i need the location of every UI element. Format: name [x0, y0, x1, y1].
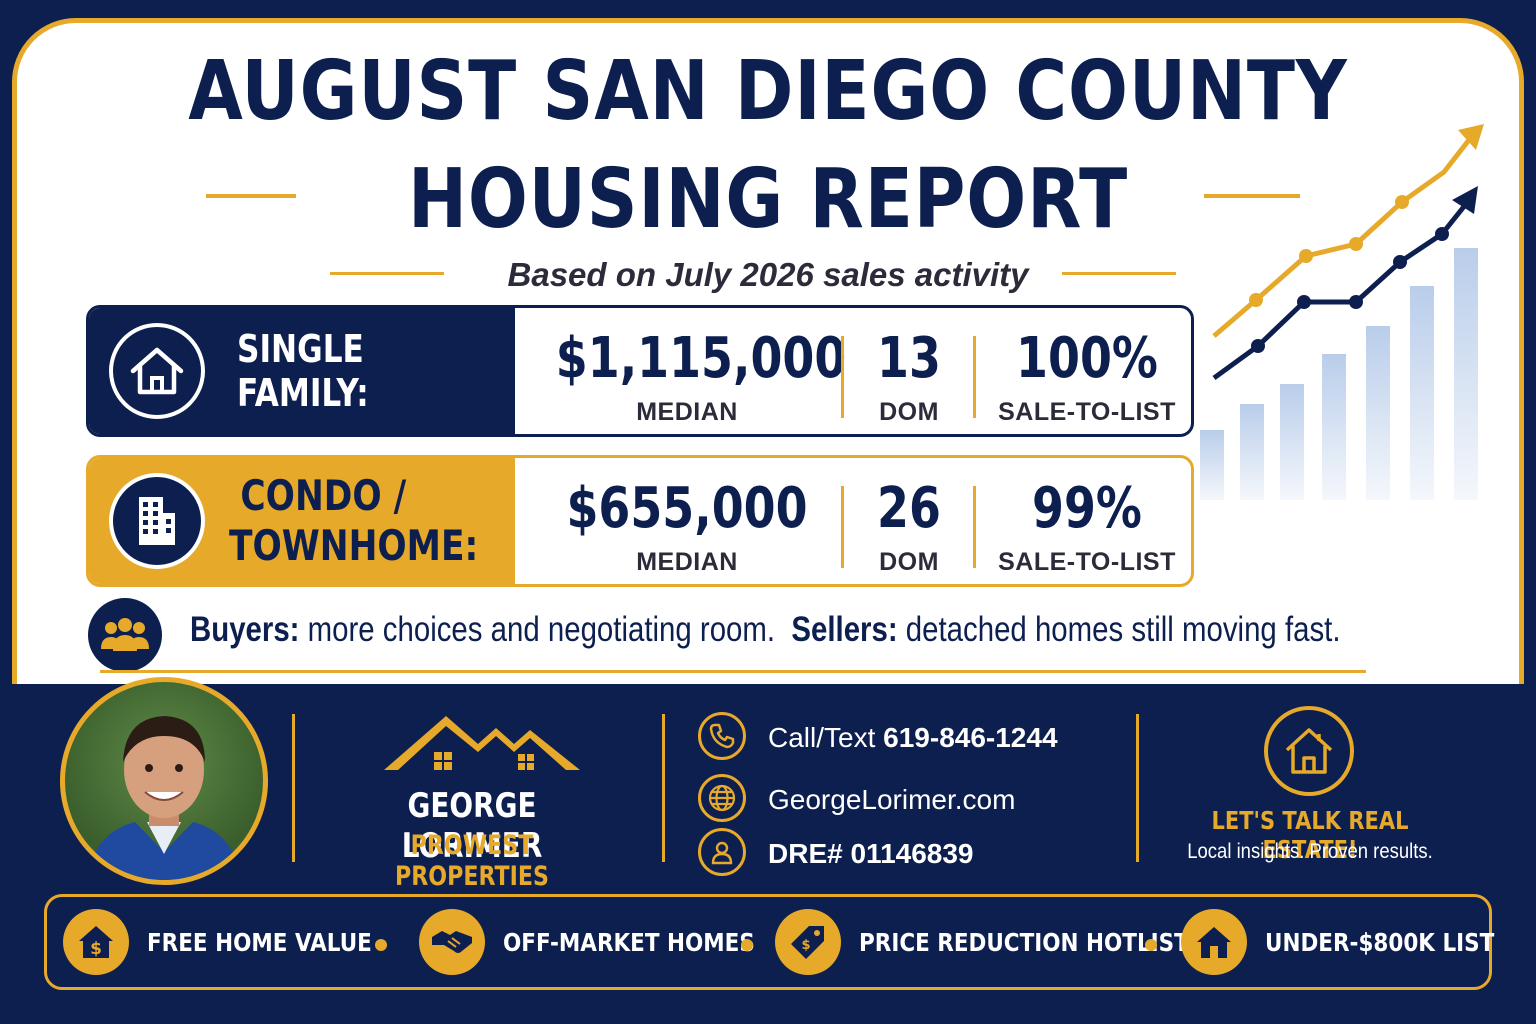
globe-icon [698, 774, 746, 822]
person-id-icon [698, 828, 746, 876]
sellers-label: Sellers: [791, 610, 898, 649]
market-insight: Buyers: more choices and negotiating roo… [190, 610, 1340, 650]
condo-label-line2: TOWNHOME: [229, 521, 479, 570]
service-label: FREE HOME VALUE [147, 927, 372, 957]
median-label: MEDIAN [636, 548, 738, 576]
subtitle-rule-right [1062, 272, 1176, 275]
phone-prefix: Call/Text [768, 722, 876, 753]
median-value: $655,000 [566, 476, 808, 541]
report-title-line2: HOUSING REPORT [407, 152, 1129, 247]
report-title-line1: AUGUST SAN DIEGO COUNTY [188, 44, 1348, 139]
insight-rule [100, 670, 1366, 673]
title-rule-left [206, 194, 296, 198]
condo-sale-to-list: 99% SALE-TO-LIST [985, 458, 1189, 584]
agent-company: PROWEST PROPERTIES [395, 830, 549, 892]
separator-dot [375, 939, 387, 951]
condo-stats-row: CONDO / TOWNHOME: $655,000 MEDIAN 26 DOM… [86, 455, 1194, 587]
service-off-market-homes[interactable]: OFF-MARKET HOMES [419, 897, 796, 987]
gold-arrow-head [1458, 124, 1484, 150]
condo-median: $655,000 MEDIAN [527, 458, 847, 584]
footer-divider [1136, 714, 1139, 862]
sale-to-list-value: 100% [1016, 326, 1158, 391]
chart-bar [1200, 430, 1224, 500]
phone-number: 619-846-1244 [883, 722, 1058, 753]
subtitle-rule-left [330, 272, 444, 275]
service-under-800k-list[interactable]: UNDER-$800K LIST [1181, 897, 1532, 987]
footer-divider [292, 714, 295, 862]
service-bar: $ FREE HOME VALUE OFF-MARKET HOMES $ PRI… [44, 894, 1494, 990]
price-tag-icon: $ [775, 909, 841, 975]
title-rule-right [1204, 194, 1300, 198]
dom-value: 13 [877, 326, 941, 391]
stat-divider [841, 486, 844, 568]
sale-to-list-value: 99% [1032, 476, 1142, 541]
footer-divider [662, 714, 665, 862]
phone-line[interactable]: Call/Text 619-846-1244 [768, 722, 1058, 754]
service-price-reduction-hotlist[interactable]: $ PRICE REDUCTION HOTLIST [775, 897, 1242, 987]
chart-bar [1322, 354, 1346, 500]
sale-to-list-label: SALE-TO-LIST [998, 548, 1176, 576]
handshake-icon [419, 909, 485, 975]
condo-dom: 26 DOM [849, 458, 969, 584]
condo-label: CONDO / TOWNHOME: [229, 458, 479, 584]
service-label: UNDER-$800K LIST [1265, 927, 1495, 957]
dom-label: DOM [879, 398, 939, 426]
chart-bar [1240, 404, 1264, 500]
license-number: DRE# 01146839 [768, 838, 974, 869]
stat-divider [841, 336, 844, 418]
cta-subtitle: Local insights. Proven results. [1187, 840, 1433, 863]
house-dollar-icon: $ [63, 909, 129, 975]
condo-label-line1: CONDO / [240, 471, 407, 520]
service-label: PRICE REDUCTION HOTLIST [859, 927, 1189, 957]
median-label: MEDIAN [636, 398, 738, 426]
trend-chart-graphic [1200, 124, 1484, 500]
house-icon [1181, 909, 1247, 975]
roof-logo-icon [384, 716, 580, 770]
agent-photo [60, 677, 268, 885]
chart-bar [1366, 326, 1390, 500]
agent-name: GEORGE LORIMER [401, 786, 543, 866]
dom-value: 26 [877, 476, 941, 541]
cta-title: LET'S TALK REAL ESTATE! [1211, 806, 1409, 864]
navy-arrow-head [1452, 186, 1478, 214]
house-icon [1264, 706, 1354, 796]
single-family-sale-to-list: 100% SALE-TO-LIST [985, 308, 1189, 434]
single-family-label: SINGLE FAMILY: [237, 327, 369, 415]
single-family-label-panel: SINGLE FAMILY: [89, 308, 515, 434]
stat-divider [973, 336, 976, 418]
single-family-median: $1,115,000 MEDIAN [527, 308, 847, 434]
stat-divider [973, 486, 976, 568]
building-icon [109, 473, 205, 569]
separator-dot [1145, 939, 1157, 951]
service-free-home-value[interactable]: $ FREE HOME VALUE [63, 897, 408, 987]
condo-label-panel: CONDO / TOWNHOME: [89, 458, 515, 584]
chart-bar [1454, 248, 1478, 500]
people-icon [88, 598, 162, 672]
sale-to-list-label: SALE-TO-LIST [998, 398, 1176, 426]
median-value: $1,115,000 [555, 326, 847, 391]
report-subtitle: Based on July 2026 sales activity [507, 256, 1029, 293]
sellers-text: detached homes still moving fast. [905, 610, 1341, 649]
website-link[interactable]: GeorgeLorimer.com [768, 784, 1016, 815]
buyers-label: Buyers: [190, 610, 300, 649]
house-icon [109, 323, 205, 419]
separator-dot [741, 939, 753, 951]
phone-icon [698, 712, 746, 760]
chart-bar [1410, 286, 1434, 500]
dom-label: DOM [879, 548, 939, 576]
svg-text:$: $ [801, 938, 810, 953]
single-family-dom: 13 DOM [849, 308, 969, 434]
chart-bar [1280, 384, 1304, 500]
service-label: OFF-MARKET HOMES [503, 927, 755, 957]
svg-text:$: $ [90, 939, 102, 959]
buyers-text: more choices and negotiating room. [307, 610, 776, 649]
single-family-stats-row: SINGLE FAMILY: $1,115,000 MEDIAN 13 DOM … [86, 305, 1194, 437]
